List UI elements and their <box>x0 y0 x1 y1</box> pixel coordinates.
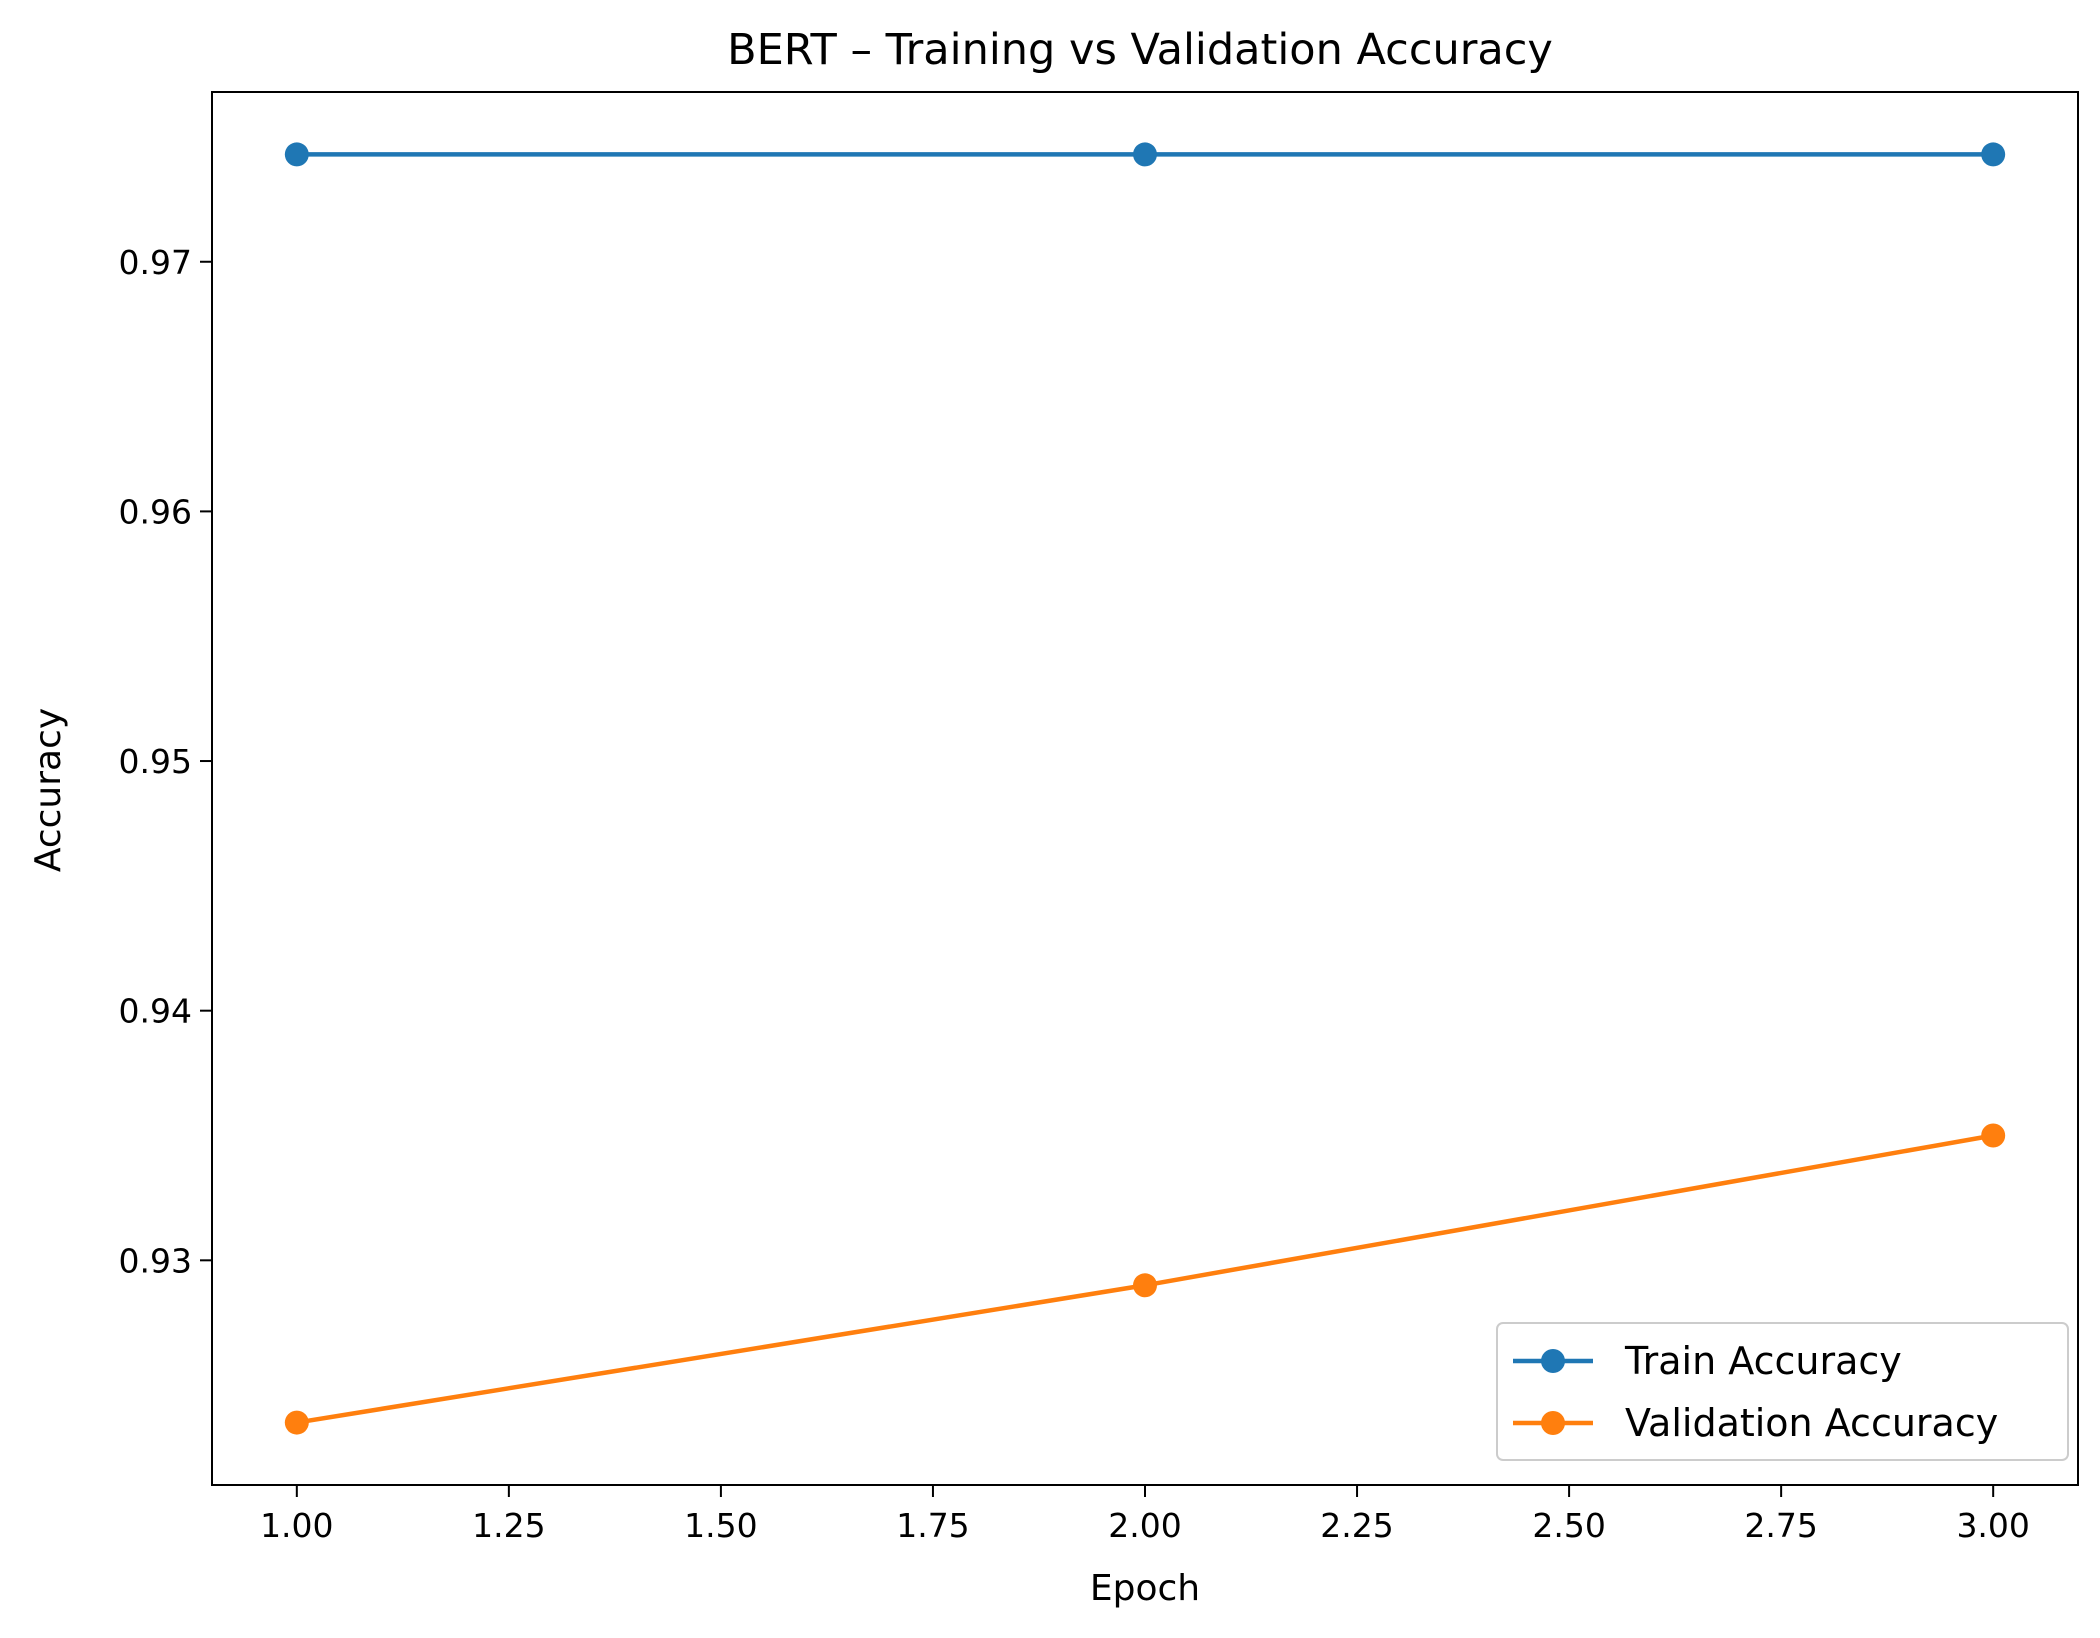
legend-marker-validation-accuracy <box>1541 1411 1565 1435</box>
chart-title: BERT – Training vs Validation Accuracy <box>727 25 1553 75</box>
y-tick-label: 0.97 <box>119 243 192 282</box>
data-point-validation-accuracy <box>1133 1273 1157 1298</box>
x-tick-label: 2.75 <box>1744 1506 1817 1545</box>
y-tick-label: 0.95 <box>119 742 192 781</box>
legend: Train Accuracy Validation Accuracy <box>1496 1322 2069 1461</box>
y-tick-label: 0.96 <box>119 492 192 531</box>
y-tick-label: 0.93 <box>119 1241 192 1280</box>
data-point-train-accuracy <box>1133 142 1157 167</box>
y-axis-label: Accuracy <box>28 708 69 872</box>
x-tick-label: 1.00 <box>260 1506 333 1545</box>
series-layer <box>284 142 2006 1435</box>
data-point-train-accuracy <box>1981 142 2006 167</box>
data-point-validation-accuracy <box>284 1410 309 1435</box>
x-tick-label: 1.25 <box>472 1506 545 1545</box>
legend-marker-train-accuracy <box>1541 1349 1565 1373</box>
y-tick-label: 0.94 <box>119 992 192 1031</box>
x-axis-ticks: 1.00 1.25 1.50 1.75 2.00 2.25 2.50 2.75 3.00 <box>260 1485 2030 1545</box>
x-tick-label: 1.50 <box>684 1506 757 1545</box>
x-tick-label: 3.00 <box>1956 1506 2029 1545</box>
x-axis-label: Epoch <box>1090 1568 1200 1609</box>
legend-box <box>1496 1322 2069 1461</box>
plot-area: 1.00 1.25 1.50 1.75 2.00 2.25 2.50 2.75 3.00 0.9… <box>119 91 2079 1545</box>
x-tick-label: 1.75 <box>896 1506 969 1545</box>
x-tick-label: 2.00 <box>1108 1506 1181 1545</box>
y-axis-ticks: 0.93 0.94 0.95 0.96 0.97 <box>119 243 212 1280</box>
data-point-validation-accuracy <box>1981 1123 2006 1148</box>
data-point-train-accuracy <box>284 142 309 167</box>
x-tick-label: 2.50 <box>1532 1506 1605 1545</box>
legend-label-train-accuracy: Train Accuracy <box>1624 1339 1902 1383</box>
legend-label-validation-accuracy: Validation Accuracy <box>1625 1401 1998 1445</box>
x-tick-label: 2.25 <box>1320 1506 1393 1545</box>
